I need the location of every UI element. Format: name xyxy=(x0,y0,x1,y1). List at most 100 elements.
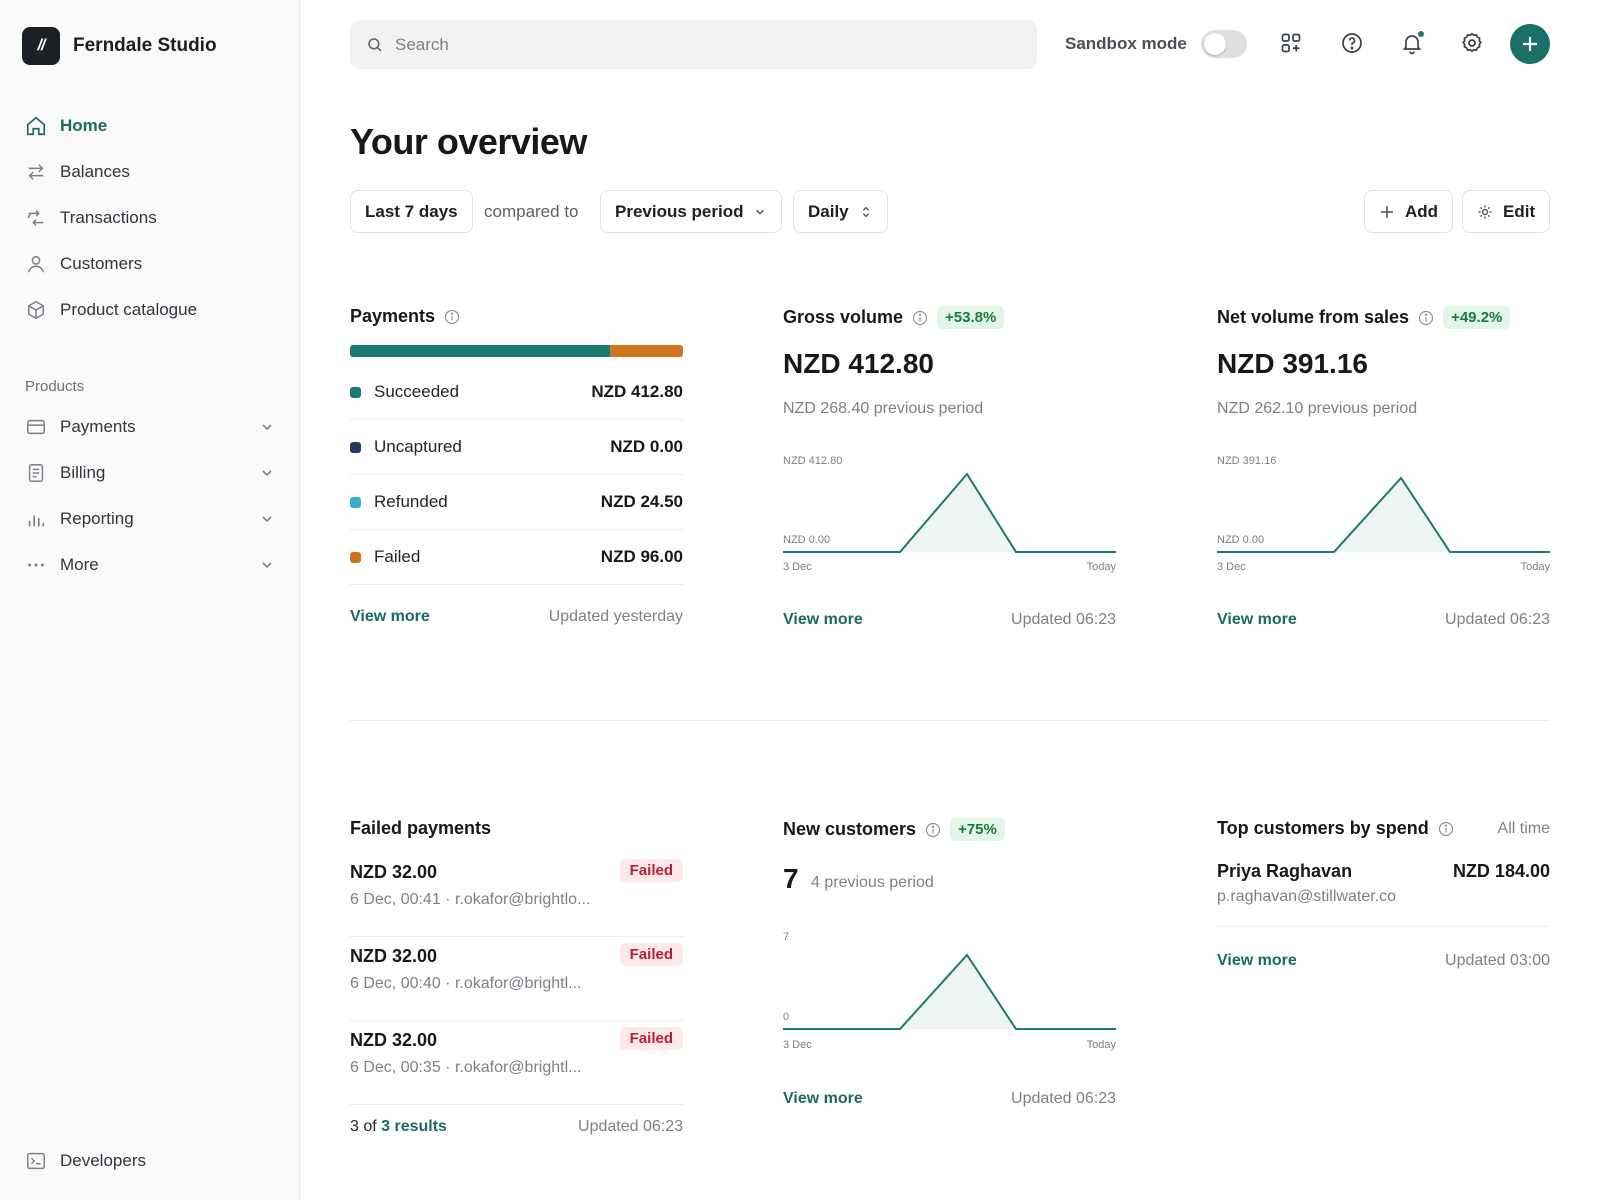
top-customers-scope: All time xyxy=(1497,820,1550,837)
failed-payments-updated: Updated 06:23 xyxy=(578,1118,683,1135)
sidebar-item-more[interactable]: More xyxy=(25,542,275,588)
gross-volume-view-more-link[interactable]: View more xyxy=(783,611,863,628)
info-icon[interactable] xyxy=(912,310,928,326)
gross-volume-card-title: Gross volume +53.8% xyxy=(783,306,1005,329)
sidebar-item-customers[interactable]: Customers xyxy=(25,241,275,287)
edit-label: Edit xyxy=(1503,201,1536,221)
sidebar-item-label: Product catalogue xyxy=(60,300,198,319)
failed-payment-item[interactable]: NZD 32.00 6 Dec, 00:35 · r.okafor@brightl… xyxy=(350,1021,683,1105)
payment-status-row[interactable]: Uncaptured NZD 0.00 xyxy=(350,420,683,475)
payment-status-row[interactable]: Refunded NZD 24.50 xyxy=(350,475,683,530)
status-label: Uncaptured xyxy=(374,437,462,456)
status-badge: Failed xyxy=(619,1027,683,1050)
new-customers-view-more-link[interactable]: View more xyxy=(783,1090,863,1107)
net-volume-value: NZD 391.16 xyxy=(1217,348,1368,379)
chart-line xyxy=(783,953,1116,1030)
date-range-label: Last 7 days xyxy=(365,201,458,221)
search-icon xyxy=(368,37,382,52)
brand[interactable]: // Ferndale Studio xyxy=(22,27,217,65)
chevron-down-icon[interactable] xyxy=(259,511,275,527)
payments-view-more-link[interactable]: View more xyxy=(350,608,430,625)
gross-volume-previous: NZD 268.40 previous period xyxy=(783,400,984,417)
top-customers-updated: Updated 03:00 xyxy=(1445,952,1550,969)
toggle-knob xyxy=(1203,33,1226,55)
new-customers-axis-top: 7 xyxy=(783,931,790,943)
interval-select[interactable]: Daily xyxy=(793,190,888,233)
chevron-down-icon[interactable] xyxy=(259,419,275,435)
plus-icon xyxy=(1523,37,1537,51)
bar-segment-failed xyxy=(609,345,683,357)
sidebar-item-product-catalogue[interactable]: Product catalogue xyxy=(25,287,275,333)
gross-volume-x-end: Today xyxy=(1086,561,1116,573)
status-color-dot xyxy=(350,441,361,453)
payments-updated: Updated yesterday xyxy=(548,608,683,625)
sidebar-item-reporting[interactable]: Reporting xyxy=(25,496,275,542)
help-icon[interactable] xyxy=(1340,31,1364,55)
sidebar-item-developers[interactable]: Developers xyxy=(25,1147,275,1175)
sidebar-item-label: Balances xyxy=(60,162,130,181)
arrows-icon xyxy=(28,164,44,180)
failed-payment-item[interactable]: NZD 32.00 6 Dec, 00:41 · r.okafor@brightl… xyxy=(350,853,683,937)
brand-logo: // xyxy=(22,27,60,65)
net-volume-x-start: 3 Dec xyxy=(1217,561,1246,573)
products-section-label: Products xyxy=(25,378,85,395)
new-customers-updated: Updated 06:23 xyxy=(1011,1090,1116,1107)
failed-payment-item[interactable]: NZD 32.00 6 Dec, 00:40 · r.okafor@brightl… xyxy=(350,937,683,1021)
settings-icon[interactable] xyxy=(1460,31,1484,55)
status-amount: NZD 0.00 xyxy=(610,437,683,456)
box-icon xyxy=(27,300,45,320)
search-bar[interactable] xyxy=(350,20,1037,69)
document-icon xyxy=(28,464,44,482)
sidebar-item-transactions[interactable]: Transactions xyxy=(25,195,275,241)
search-input[interactable] xyxy=(395,34,995,55)
info-icon[interactable] xyxy=(1438,821,1454,837)
chevron-down-icon[interactable] xyxy=(259,465,275,481)
section-divider xyxy=(350,720,1550,721)
net-volume-previous: NZD 262.10 previous period xyxy=(1217,400,1418,417)
gross-volume-value: NZD 412.80 xyxy=(783,348,934,379)
apps-icon[interactable] xyxy=(1279,31,1303,55)
create-button[interactable] xyxy=(1510,24,1550,64)
net-volume-axis-bottom: NZD 0.00 xyxy=(1217,534,1265,546)
bell-icon xyxy=(1402,35,1422,55)
top-customer-row[interactable]: Priya Raghavan p.raghavan@stillwater.co … xyxy=(1217,856,1550,927)
info-icon[interactable] xyxy=(444,309,460,325)
sidebar-item-billing[interactable]: Billing xyxy=(25,450,275,496)
compared-to-label: compared to xyxy=(484,202,579,221)
info-icon[interactable] xyxy=(925,822,941,838)
payment-status-row[interactable]: Failed NZD 96.00 xyxy=(350,530,683,585)
failed-payments-results: 3 of 3 results xyxy=(350,1118,447,1136)
new-customers-title: New customers xyxy=(783,819,917,839)
status-label: Succeeded xyxy=(374,382,460,401)
transactions-icon xyxy=(27,210,44,226)
sandbox-mode-toggle[interactable] xyxy=(1200,30,1247,58)
top-customers-view-more-link[interactable]: View more xyxy=(1217,952,1297,969)
add-button[interactable]: Add xyxy=(1364,190,1454,233)
new-customers-previous: 4 previous period xyxy=(811,874,934,891)
new-customers-axis-bottom: 0 xyxy=(783,1011,790,1023)
chart-line xyxy=(783,472,1116,553)
sidebar-item-payments[interactable]: Payments xyxy=(25,404,275,450)
chevron-down-icon[interactable] xyxy=(259,557,275,573)
net-volume-view-more-link[interactable]: View more xyxy=(1217,611,1297,628)
comparison-select[interactable]: Previous period xyxy=(600,190,783,233)
results-link[interactable]: 3 results xyxy=(381,1118,447,1135)
notifications-button[interactable] xyxy=(1400,30,1425,55)
date-range-button[interactable]: Last 7 days xyxy=(350,190,473,233)
failed-payment-meta: 6 Dec, 00:40 · r.okafor@brightl... xyxy=(350,975,582,992)
results-prefix: 3 of xyxy=(350,1118,377,1135)
products-nav: Payments Billing Reporting More xyxy=(25,404,275,588)
status-amount: NZD 24.50 xyxy=(600,492,683,511)
edit-button[interactable]: Edit xyxy=(1462,190,1551,233)
gross-volume-x-start: 3 Dec xyxy=(783,561,812,573)
sidebar-item-label: Reporting xyxy=(60,509,134,528)
failed-payment-amount: NZD 32.00 xyxy=(350,946,438,966)
sidebar-item-balances[interactable]: Balances xyxy=(25,149,275,195)
chevron-down-icon xyxy=(756,209,765,215)
chart-area xyxy=(1334,478,1450,552)
info-icon[interactable] xyxy=(1418,310,1434,326)
failed-payments-card-title: Failed payments xyxy=(350,818,491,839)
notification-dot xyxy=(1417,30,1425,38)
payment-status-row[interactable]: Succeeded NZD 412.80 xyxy=(350,365,683,420)
sidebar-item-home[interactable]: Home xyxy=(25,103,275,149)
